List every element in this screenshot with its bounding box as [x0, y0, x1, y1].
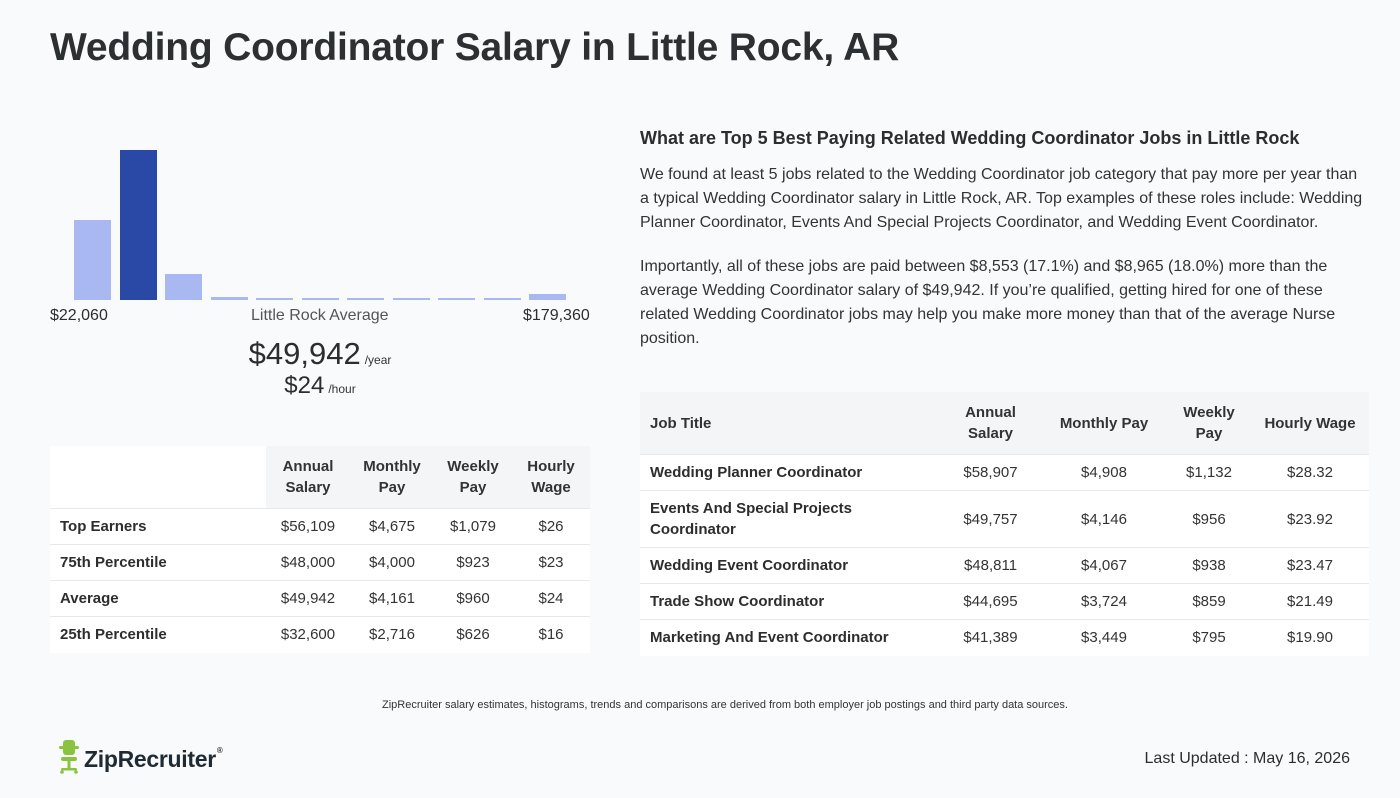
cell-annual: $32,600 [266, 616, 350, 653]
job-title: Marketing And Event Coordinator [640, 619, 940, 656]
related-jobs-paragraph-1: We found at least 5 jobs related to the … [640, 166, 1363, 231]
cell-annual: $49,757 [940, 490, 1041, 548]
table-row: Events And Special Projects Coordinator … [640, 490, 1369, 548]
jobs-header-annual: Annual Salary [940, 392, 1041, 455]
histogram-bar [529, 294, 566, 300]
percentile-table: Annual Salary Monthly Pay Weekly Pay Hou… [50, 446, 590, 653]
cell-hourly: $23.92 [1251, 490, 1369, 548]
jobs-header-weekly: Weekly Pay [1167, 392, 1251, 455]
row-label: Top Earners [50, 508, 266, 545]
table-row: 25th Percentile $32,600 $2,716 $626 $16 [50, 616, 590, 653]
histogram-bar [119, 150, 157, 300]
table-row: Average $49,942 $4,161 $960 $24 [50, 580, 590, 617]
histogram-bar [165, 274, 202, 300]
brand-name: ZipRecruiter® [84, 746, 223, 772]
table-row: 75th Percentile $48,000 $4,000 $923 $23 [50, 544, 590, 581]
cell-annual: $49,942 [266, 580, 350, 617]
cell-weekly: $960 [434, 580, 512, 617]
cell-hourly: $28.32 [1251, 454, 1369, 491]
cell-monthly: $3,724 [1041, 583, 1167, 620]
jobs-header-title: Job Title [640, 392, 940, 455]
table-row: Top Earners $56,109 $4,675 $1,079 $26 [50, 508, 590, 545]
cell-annual: $48,000 [266, 544, 350, 581]
histogram-bar [483, 298, 521, 300]
cell-hourly: $23 [512, 544, 590, 581]
histogram-bar [301, 298, 339, 300]
cell-weekly: $795 [1167, 619, 1251, 656]
job-title: Wedding Event Coordinator [640, 547, 940, 584]
percentile-header-blank [50, 446, 266, 509]
cell-weekly: $626 [434, 616, 512, 653]
cell-monthly: $4,908 [1041, 454, 1167, 491]
job-title: Wedding Planner Coordinator [640, 454, 940, 491]
percentile-table-header: Annual Salary Monthly Pay Weekly Pay Hou… [50, 446, 590, 509]
histogram-bar [392, 298, 430, 300]
job-title: Events And Special Projects Coordinator [640, 490, 940, 548]
histogram-min-label: $22,060 [50, 307, 108, 324]
cell-monthly: $4,161 [350, 580, 434, 617]
histogram-bar [74, 220, 111, 300]
cell-weekly: $938 [1167, 547, 1251, 584]
cell-annual: $41,389 [940, 619, 1041, 656]
cell-hourly: $16 [512, 616, 590, 653]
average-annual-salary: $49,942/year [0, 336, 640, 372]
percentile-header-monthly: Monthly Pay [350, 446, 434, 509]
table-row: Wedding Event Coordinator $48,811 $4,067… [640, 547, 1369, 584]
cell-monthly: $4,675 [350, 508, 434, 545]
cell-weekly: $956 [1167, 490, 1251, 548]
cell-hourly: $26 [512, 508, 590, 545]
average-annual-value: $49,942 [248, 336, 361, 371]
cell-weekly: $1,132 [1167, 454, 1251, 491]
histogram-average-label: Little Rock Average [251, 307, 389, 324]
cell-annual: $56,109 [266, 508, 350, 545]
table-row: Trade Show Coordinator $44,695 $3,724 $8… [640, 583, 1369, 620]
percentile-header-weekly: Weekly Pay [434, 446, 512, 509]
histogram-bar [256, 298, 293, 300]
jobs-table-header: Job Title Annual Salary Monthly Pay Week… [640, 392, 1369, 455]
cell-weekly: $1,079 [434, 508, 512, 545]
related-jobs-table: Job Title Annual Salary Monthly Pay Week… [640, 392, 1369, 656]
ziprecruiter-logo: ZipRecruiter® [58, 740, 223, 779]
page-title: Wedding Coordinator Salary in Little Roc… [50, 26, 900, 69]
cell-annual: $48,811 [940, 547, 1041, 584]
job-title: Trade Show Coordinator [640, 583, 940, 620]
cell-monthly: $4,067 [1041, 547, 1167, 584]
last-updated: Last Updated : May 16, 2026 [1144, 750, 1350, 767]
row-label: 25th Percentile [50, 616, 266, 653]
row-label: Average [50, 580, 266, 617]
average-annual-unit: /year [364, 353, 392, 367]
cell-monthly: $3,449 [1041, 619, 1167, 656]
cell-annual: $58,907 [940, 454, 1041, 491]
cell-monthly: $2,716 [350, 616, 434, 653]
chair-icon [58, 740, 80, 779]
jobs-header-hourly: Hourly Wage [1251, 392, 1369, 455]
related-jobs-heading: What are Top 5 Best Paying Related Weddi… [640, 128, 1300, 148]
cell-weekly: $923 [434, 544, 512, 581]
cell-hourly: $21.49 [1251, 583, 1369, 620]
cell-monthly: $4,146 [1041, 490, 1167, 548]
table-row: Marketing And Event Coordinator $41,389 … [640, 619, 1369, 656]
salary-histogram [50, 120, 590, 302]
average-hourly-wage: $24/hour [0, 372, 640, 400]
average-hourly-value: $24 [284, 372, 325, 399]
cell-weekly: $859 [1167, 583, 1251, 620]
related-jobs-paragraph-2: Importantly, all of these jobs are paid … [640, 258, 1336, 347]
percentile-header-hourly: Hourly Wage [512, 446, 590, 509]
average-hourly-unit: /hour [328, 382, 356, 396]
histogram-bar [210, 297, 248, 300]
table-row: Wedding Planner Coordinator $58,907 $4,9… [640, 454, 1369, 491]
cell-hourly: $19.90 [1251, 619, 1369, 656]
cell-hourly: $23.47 [1251, 547, 1369, 584]
percentile-header-annual: Annual Salary [266, 446, 350, 509]
cell-annual: $44,695 [940, 583, 1041, 620]
cell-monthly: $4,000 [350, 544, 434, 581]
data-source-disclaimer: ZipRecruiter salary estimates, histogram… [382, 699, 1068, 711]
histogram-max-label: $179,360 [523, 307, 590, 324]
row-label: 75th Percentile [50, 544, 266, 581]
histogram-bar [347, 298, 384, 300]
cell-hourly: $24 [512, 580, 590, 617]
jobs-header-monthly: Monthly Pay [1041, 392, 1167, 455]
histogram-bar [438, 298, 475, 300]
